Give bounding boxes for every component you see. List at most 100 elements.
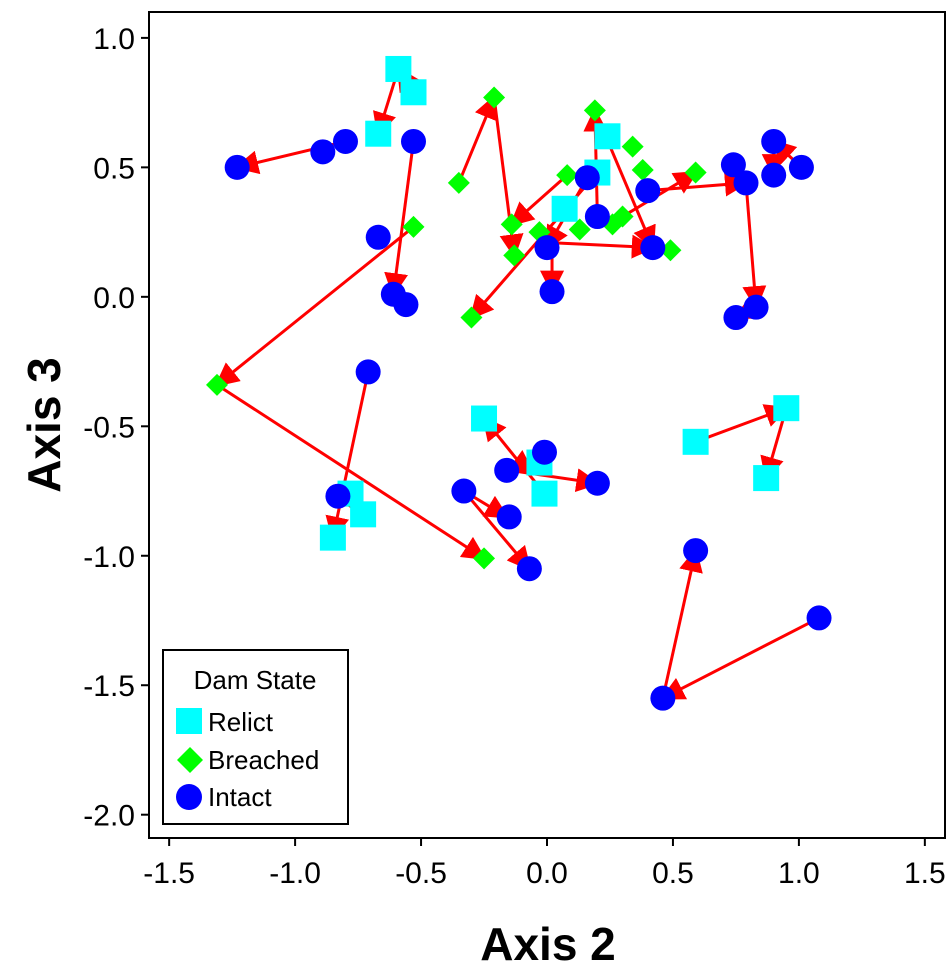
trajectory-arrow (508, 468, 601, 493)
trajectory-arrow (216, 383, 487, 560)
intact-point (355, 359, 381, 385)
intact-point (539, 279, 565, 305)
breached-point (631, 158, 654, 181)
trajectory-arrow (695, 404, 790, 444)
y-axis-title: Axis 3 (18, 357, 70, 493)
intact-point (365, 224, 391, 250)
relict-point (594, 123, 621, 150)
x-tick-label: -1.0 (269, 857, 321, 890)
legend-intact-label: Intact (208, 782, 272, 812)
legend-relict-marker (176, 708, 202, 734)
trajectory-arrow (325, 371, 370, 541)
intact-point (574, 165, 600, 191)
legend: Dam State Relict Breached Intact (162, 649, 349, 825)
y-axis: 1.0 0.5 0.0 -0.5 -1.0 -1.5 -2.0 (83, 23, 149, 833)
intact-point (310, 139, 336, 165)
intact-point (650, 685, 676, 711)
intact-point (584, 470, 610, 496)
breached-point (473, 547, 496, 570)
intact-point (534, 235, 560, 261)
legend-title: Dam State (194, 665, 317, 695)
legend-breached-label: Breached (208, 745, 319, 775)
intact-point (788, 154, 814, 180)
trajectory-arrow (661, 547, 703, 699)
breached-point (503, 244, 526, 267)
intact-point (584, 204, 610, 230)
intact-point (332, 128, 358, 154)
y-tick-label: 0.0 (93, 282, 135, 315)
intact-point (723, 305, 749, 331)
breached-point (684, 161, 707, 184)
trajectory-arrow (546, 234, 656, 259)
legend-relict-label: Relict (208, 707, 274, 737)
intact-point (494, 457, 520, 483)
intact-point (496, 504, 522, 530)
trajectory-arrow (384, 141, 415, 298)
trajectory-arrow (457, 94, 498, 184)
intact-point (516, 556, 542, 582)
relict-point (400, 79, 427, 106)
intact-point (806, 605, 832, 631)
x-tick-label: 0.5 (652, 857, 694, 890)
breached-point (447, 171, 470, 194)
y-tick-label: -1.5 (83, 670, 135, 703)
x-tick-label: 0.0 (526, 857, 568, 890)
trajectory-arrow (462, 490, 532, 572)
breached-point (206, 373, 229, 396)
relict-point (682, 428, 709, 455)
breached-point (460, 306, 483, 329)
y-tick-label: -0.5 (83, 411, 135, 444)
intact-point (720, 152, 746, 178)
breached-point (402, 215, 425, 238)
breached-point (568, 218, 591, 241)
trajectory-arrow (509, 174, 569, 227)
x-tick-label: -1.5 (143, 857, 195, 890)
breached-point (556, 164, 579, 187)
relict-point (753, 465, 780, 492)
y-tick-label: 0.5 (93, 152, 135, 185)
arrow-layer (214, 66, 820, 700)
intact-point (531, 439, 557, 465)
breached-point (621, 135, 644, 158)
x-tick-label: 1.0 (778, 857, 820, 890)
x-axis-title: Axis 2 (480, 918, 616, 970)
y-tick-label: 1.0 (93, 23, 135, 56)
y-tick-label: -2.0 (83, 800, 135, 833)
trajectory-arrow (660, 616, 820, 700)
legend-intact-marker (176, 784, 202, 810)
intact-point (635, 178, 661, 204)
trajectory-arrow (742, 182, 767, 311)
trajectory-arrow (214, 225, 415, 387)
x-tick-label: -0.5 (395, 857, 447, 890)
breached-point (583, 99, 606, 122)
point-layer (206, 55, 832, 711)
relict-point (773, 395, 800, 422)
intact-point (325, 483, 351, 509)
relict-point (531, 480, 558, 507)
relict-point (471, 405, 498, 432)
relict-point (319, 524, 346, 551)
relict-point (551, 195, 578, 222)
breached-point (500, 213, 523, 236)
intact-point (400, 128, 426, 154)
intact-point (733, 170, 759, 196)
intact-point (451, 478, 477, 504)
legend-breached-marker (177, 747, 203, 773)
trajectory-arrow (647, 172, 749, 197)
intact-point (743, 294, 769, 320)
intact-point (640, 235, 666, 261)
intact-point (683, 538, 709, 564)
x-tick-label: 1.5 (904, 857, 946, 890)
x-axis: -1.5 -1.0 -0.5 0.0 0.5 1.0 1.5 (143, 838, 946, 890)
intact-point (761, 162, 787, 188)
breached-point (611, 205, 634, 228)
relict-point (350, 501, 377, 528)
intact-point (224, 154, 250, 180)
y-tick-label: -1.0 (83, 541, 135, 574)
relict-point (385, 55, 412, 82)
breached-point (483, 86, 506, 109)
relict-point (365, 120, 392, 147)
intact-point (393, 292, 419, 318)
intact-point (761, 128, 787, 154)
